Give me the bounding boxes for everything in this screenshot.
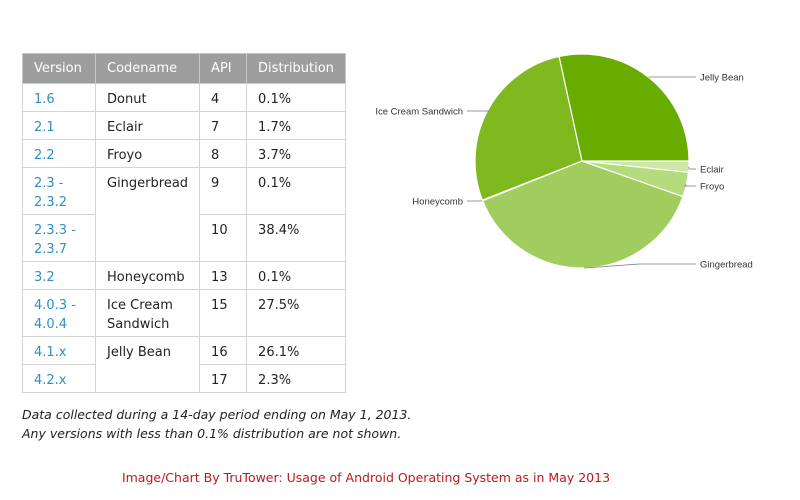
table-row: 4.2.x 17 2.3% (22, 364, 347, 393)
header-codename: Codename (94, 53, 201, 84)
codename-cell: Gingerbread (94, 167, 201, 262)
leader-line (467, 200, 483, 202)
distribution-cell: 1.7% (246, 111, 347, 140)
version-cell[interactable]: 4.2.x (22, 364, 96, 393)
pie-slice-jelly-bean (558, 53, 690, 162)
table-row: 2.2 Froyo 8 3.7% (22, 139, 347, 168)
leader-line (684, 184, 696, 187)
data-note: Data collected during a 14-day period en… (22, 405, 411, 443)
codename-cell: Honeycomb (94, 261, 201, 290)
header-version: Version (22, 53, 96, 84)
api-cell: 10 (199, 214, 248, 262)
table-row: 4.1.x Jelly Bean 16 26.1% (22, 336, 347, 393)
header-distribution: Distribution (246, 53, 347, 84)
table-row: 3.2 Honeycomb 13 0.1% (22, 261, 347, 290)
pie-label: Gingerbread (700, 260, 753, 271)
table-row: 2.1 Eclair 7 1.7% (22, 111, 347, 140)
version-cell[interactable]: 1.6 (22, 83, 96, 112)
distribution-cell: 38.4% (246, 214, 347, 262)
table-header-row: Version Codename API Distribution (22, 53, 347, 84)
table-row: 4.0.3 -4.0.4 Ice Cream Sandwich 15 27.5% (22, 289, 347, 337)
distribution-table: Version Codename API Distribution 1.6 Do… (22, 53, 347, 393)
note-line-1: Data collected during a 14-day period en… (22, 407, 412, 422)
codename-cell: Jelly Bean (94, 336, 201, 393)
table-row: 2.3.3 -2.3.7 10 38.4% (22, 214, 347, 262)
pie-slice-gingerbread (481, 160, 684, 269)
api-cell: 4 (199, 83, 248, 112)
api-cell: 17 (199, 364, 248, 393)
pie-label: Eclair (700, 165, 724, 176)
distribution-cell: 27.5% (246, 289, 347, 337)
image-credit: Image/Chart By TruTower: Usage of Androi… (121, 470, 611, 485)
api-cell: 8 (199, 139, 248, 168)
note-line-2: Any versions with less than 0.1% distrib… (22, 426, 402, 441)
api-cell: 15 (199, 289, 248, 337)
codename-cell: Donut (94, 83, 201, 112)
codename-cell: Ice Cream Sandwich (94, 289, 201, 337)
version-cell[interactable]: 4.0.3 -4.0.4 (22, 289, 96, 337)
pie-label: Honeycomb (412, 197, 463, 208)
api-cell: 16 (199, 336, 248, 365)
pie-label: Froyo (700, 182, 724, 193)
pie-label: Jelly Bean (700, 73, 744, 84)
distribution-cell: 3.7% (246, 139, 347, 168)
version-cell[interactable]: 4.1.x (22, 336, 96, 365)
leader-line (648, 76, 696, 78)
version-cell[interactable]: 2.3 -2.3.2 (22, 167, 96, 215)
leader-line (584, 263, 696, 269)
distribution-cell: 0.1% (246, 261, 347, 290)
pie-label: Ice Cream Sandwich (375, 107, 463, 118)
leader-line (688, 166, 696, 170)
table-row: 1.6 Donut 4 0.1% (22, 83, 347, 112)
distribution-cell: 2.3% (246, 364, 347, 393)
